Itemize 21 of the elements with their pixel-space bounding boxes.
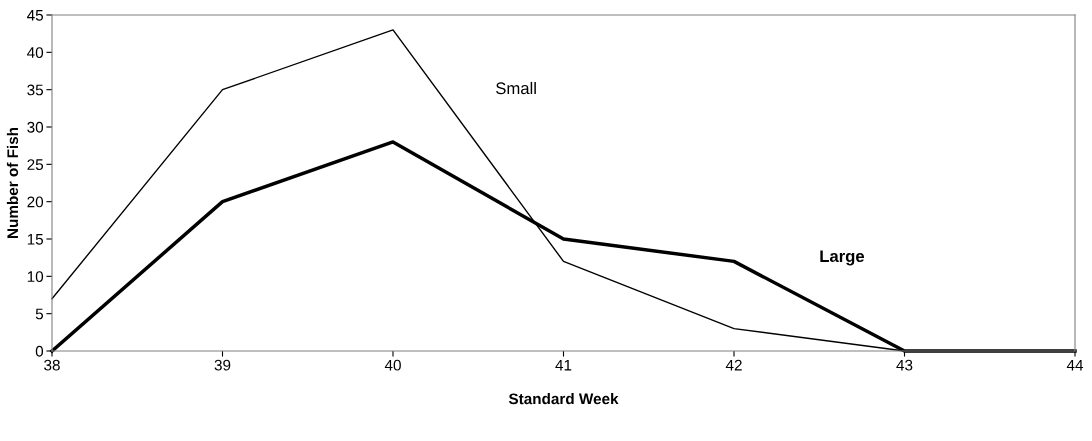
y-tick-label: 30 xyxy=(27,121,44,133)
y-tick-label: 10 xyxy=(27,271,44,283)
x-tick-label: 41 xyxy=(555,359,572,371)
y-tick-label: 25 xyxy=(27,159,44,171)
y-tick-label: 15 xyxy=(27,234,44,245)
x-axis-title: Standard Week xyxy=(508,393,619,405)
y-tick-label: 45 xyxy=(27,10,44,21)
y-tick-label: 0 xyxy=(35,345,44,357)
text: Small xyxy=(496,81,536,95)
y-tick-label: 35 xyxy=(27,84,44,96)
x-tick-label: 42 xyxy=(725,359,742,371)
x-tick-label: 40 xyxy=(384,359,401,371)
y-tick-label: 40 xyxy=(27,47,44,59)
x-tick-label: 43 xyxy=(896,359,913,371)
y-tick-label: 5 xyxy=(35,308,44,320)
x-tick-label: 44 xyxy=(1066,359,1084,371)
text: Large xyxy=(820,250,865,266)
y-axis-title: Number of Fish xyxy=(6,127,19,238)
x-tick-label: 39 xyxy=(214,359,231,371)
x-tick-label: 38 xyxy=(44,359,60,371)
y-tick-label: 20 xyxy=(27,196,44,208)
